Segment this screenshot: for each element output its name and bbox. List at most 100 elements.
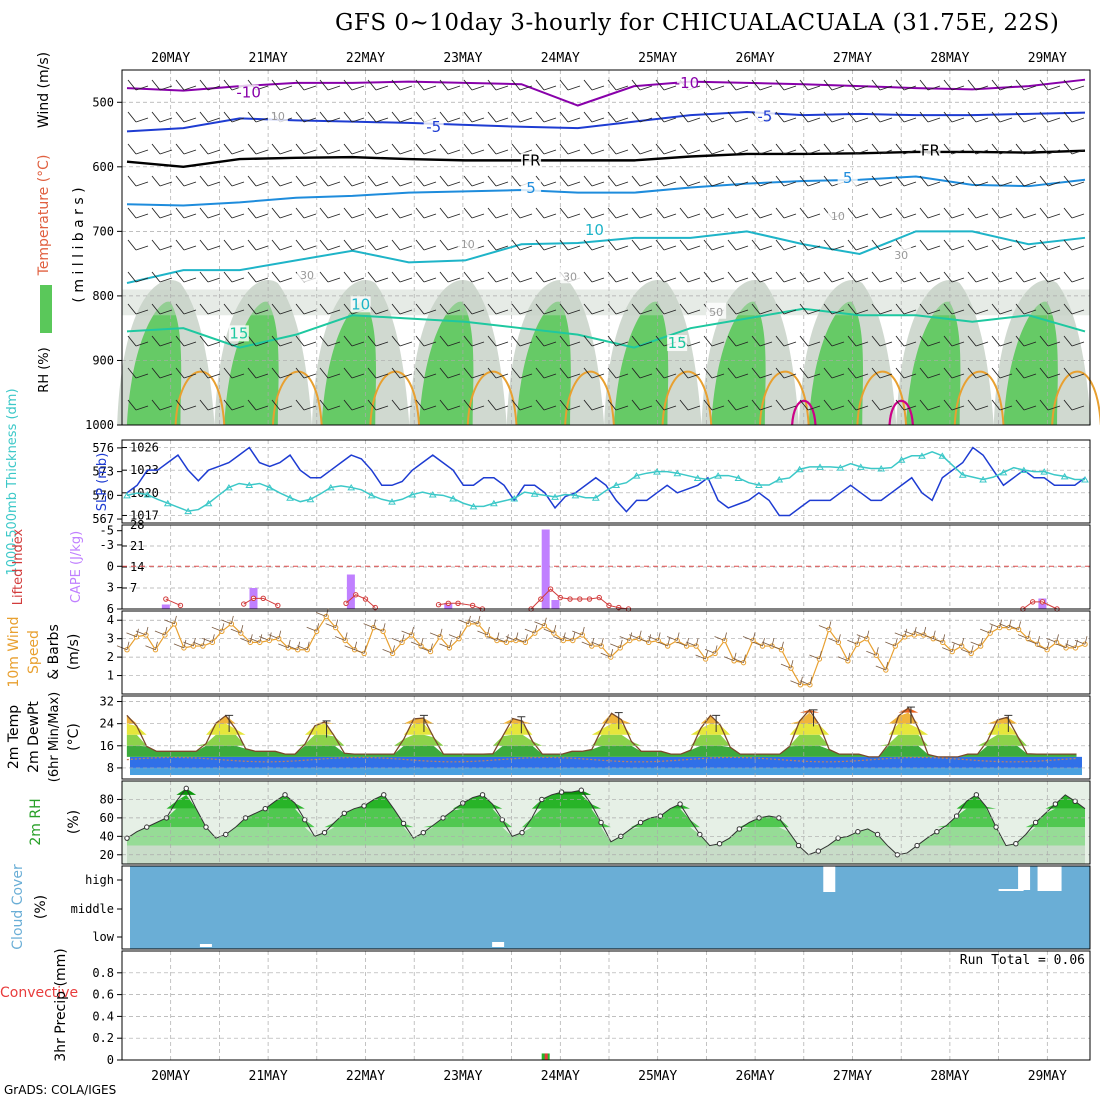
- wind-barb: [1015, 303, 1037, 315]
- date-label-bottom: 25MAY: [638, 1069, 677, 1084]
- wind-barb-10m: [211, 623, 225, 632]
- wind-barb-10m: [695, 650, 708, 660]
- wind-barb: [271, 271, 293, 283]
- wind-barb: [487, 207, 509, 219]
- wind-barb: [799, 207, 821, 219]
- wind-barb: [631, 367, 653, 379]
- wind-barb: [1039, 175, 1061, 187]
- wind-barb: [895, 175, 917, 187]
- wind-barb: [991, 335, 1013, 347]
- wind-barb: [343, 335, 365, 347]
- wind-barb: [871, 239, 893, 251]
- wind-barb: [727, 111, 749, 123]
- wind-barb: [199, 271, 221, 283]
- wind-barb: [1063, 175, 1085, 187]
- contour-label-bg: [560, 267, 581, 284]
- wind-barb: [1063, 207, 1085, 219]
- rh-point: [341, 810, 347, 816]
- wind-barb: [727, 271, 749, 283]
- wind-barb: [487, 399, 509, 411]
- wind-barb: [607, 367, 629, 379]
- wind-barb: [247, 367, 269, 379]
- wind-barb: [871, 271, 893, 283]
- wind-barb: [679, 239, 701, 251]
- isotherm-10: [126, 230, 1086, 284]
- wind-barb: [463, 111, 485, 123]
- thickness-marker: [938, 452, 947, 459]
- cool-band: [130, 756, 1082, 768]
- isotherm-25: [791, 399, 817, 426]
- rh-90-region: [419, 301, 474, 425]
- wind-barb-10m: [932, 634, 946, 643]
- wind-barb: [871, 111, 893, 123]
- wind-barb: [367, 367, 389, 379]
- wind-barb: [751, 335, 773, 347]
- wind-barb-10m: [278, 639, 291, 649]
- wind-barb: [871, 207, 893, 219]
- wind-barb: [703, 175, 725, 187]
- wind-barb: [847, 367, 869, 379]
- wind-barb: [943, 303, 965, 315]
- credit-label: GrADS: COLA/IGES: [4, 1083, 117, 1097]
- wind-barb: [943, 79, 965, 91]
- wind-barb: [655, 207, 677, 219]
- wind-frame: [121, 610, 1091, 695]
- wind-barb: [535, 143, 557, 155]
- thickness-marker: [449, 495, 458, 502]
- rh-point: [914, 842, 920, 849]
- contour-label: 10: [831, 210, 845, 223]
- thickness-tick-label: 567: [92, 512, 114, 526]
- isotherm-20: [953, 370, 1005, 426]
- ylabel-celsius: (°C): [66, 723, 82, 751]
- wind-barb-10m: [534, 617, 547, 627]
- wind-barb: [271, 175, 293, 187]
- thickness-marker: [612, 481, 621, 489]
- wind-barb: [559, 175, 581, 187]
- wind-barb-10m: [723, 652, 737, 662]
- thickness-marker: [836, 464, 845, 471]
- wind-barb: [799, 239, 821, 251]
- wind-barb: [367, 175, 389, 187]
- series-slp: [126, 446, 1086, 517]
- chart-title: GFS 0~10day 3-hourly for CHICUALACUALA (…: [335, 10, 1060, 36]
- wind-barb: [535, 239, 557, 251]
- rh-point: [835, 835, 841, 841]
- thickness-marker: [428, 491, 437, 498]
- wind-barb: [199, 207, 221, 219]
- wind-barb: [127, 399, 149, 411]
- wind-barb: [655, 271, 677, 283]
- wind-barb: [1063, 335, 1085, 347]
- wind-barb: [271, 303, 293, 315]
- wind-barb: [943, 111, 965, 123]
- thickness-marker: [367, 491, 376, 499]
- wind-barb: [895, 303, 917, 315]
- wind-barb: [343, 367, 365, 379]
- wind-barb: [1039, 399, 1061, 411]
- wind-barb-10m: [685, 637, 699, 647]
- wind-barb: [751, 303, 773, 315]
- wind-barb: [967, 143, 989, 155]
- wind-barb-10m: [325, 619, 339, 628]
- wind-barb-10m: [894, 628, 908, 638]
- wind-barb: [895, 399, 917, 411]
- wind-barb: [679, 271, 701, 283]
- date-label-bottom: 28MAY: [930, 1069, 969, 1084]
- wind-barb: [343, 239, 365, 251]
- wind-barb-10m: [316, 608, 329, 617]
- wind-tick-label: 1: [107, 669, 114, 683]
- wind-barb: [631, 271, 653, 283]
- wind-barb: [583, 79, 605, 91]
- thickness-marker: [469, 502, 478, 510]
- wind-barb: [583, 207, 605, 219]
- thickness-marker: [999, 468, 1008, 476]
- ylabel-precip-mm: 3hr Precip (mm): [53, 948, 69, 1061]
- wind-barb-10m: [259, 632, 272, 641]
- rh-point: [874, 831, 881, 838]
- wind-barb: [607, 399, 629, 411]
- isotherm-20: [661, 370, 713, 426]
- wind-barb: [199, 175, 221, 187]
- wind-barb: [223, 239, 245, 251]
- contour-label-bg: [754, 108, 775, 125]
- wind-barb-10m: [249, 634, 263, 643]
- date-label-top: 28MAY: [930, 51, 969, 66]
